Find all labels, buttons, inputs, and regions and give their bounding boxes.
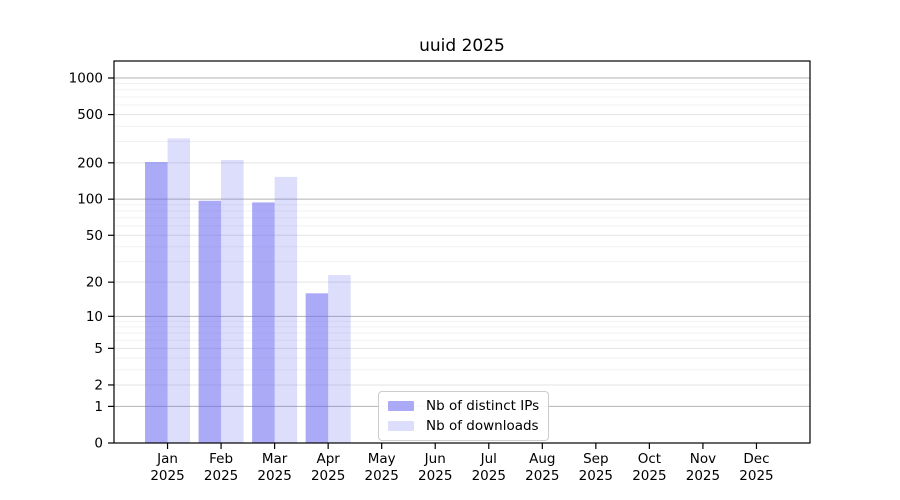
legend-item: Nb of distinct IPs (388, 396, 539, 416)
x-tick-label-month: Apr (316, 451, 340, 467)
bar-downloads (167, 138, 191, 443)
y-tick-label: 2 (94, 377, 103, 393)
bar-distinct-ips (145, 162, 168, 443)
y-tick-label: 10 (86, 309, 103, 325)
x-tick-label-year: 2025 (418, 468, 452, 484)
bar-distinct-ips (198, 200, 222, 443)
x-tick-label-year: 2025 (579, 468, 613, 484)
legend-swatch-downloads (388, 421, 414, 431)
legend-label: Nb of downloads (426, 418, 539, 434)
legend-item: Nb of downloads (388, 416, 539, 436)
x-tick-label-month: Mar (262, 451, 288, 467)
y-tick-label: 0 (94, 436, 103, 452)
plot-border (113, 60, 811, 444)
x-tick-label-month: Jun (424, 451, 446, 467)
legend-swatch-distinct-ips (388, 401, 414, 411)
x-tick-label-year: 2025 (472, 468, 506, 484)
y-tick-label: 50 (86, 228, 103, 244)
y-tick-label: 100 (77, 192, 103, 208)
y-tick-label: 5 (94, 341, 103, 357)
y-tick-label: 200 (77, 155, 103, 171)
x-tick-label-month: Aug (529, 451, 555, 467)
y-tick-label: 1 (94, 399, 103, 415)
bar-distinct-ips (305, 293, 329, 443)
x-tick-label-year: 2025 (632, 468, 666, 484)
x-tick-label-year: 2025 (311, 468, 345, 484)
x-tick-label-month: Oct (638, 451, 661, 467)
x-tick-label-month: Jul (480, 451, 497, 467)
bar-downloads (221, 160, 244, 443)
x-tick-label-year: 2025 (365, 468, 399, 484)
x-tick-label-year: 2025 (525, 468, 559, 484)
chart-title: uuid 2025 (419, 36, 505, 56)
x-tick-label-year: 2025 (739, 468, 773, 484)
x-tick-label-month: May (368, 451, 396, 467)
y-tick-label: 500 (77, 107, 103, 123)
x-tick-label-month: Jan (156, 451, 178, 467)
bar-downloads (328, 275, 351, 443)
x-tick-label-year: 2025 (204, 468, 238, 484)
y-tick-label: 20 (86, 275, 103, 291)
bar-downloads (274, 176, 298, 444)
y-tick-label: 1000 (69, 71, 103, 87)
x-tick-label-month: Feb (209, 451, 233, 467)
x-tick-label-month: Nov (690, 451, 716, 467)
x-tick-label-year: 2025 (257, 468, 291, 484)
x-tick-label-month: Dec (743, 451, 769, 467)
x-tick-label-year: 2025 (150, 468, 184, 484)
x-tick-label-year: 2025 (686, 468, 720, 484)
legend-label: Nb of distinct IPs (426, 398, 540, 414)
legend: Nb of distinct IPs Nb of downloads (378, 391, 550, 441)
bar-distinct-ips (252, 202, 275, 443)
x-tick-label-month: Sep (583, 451, 608, 467)
